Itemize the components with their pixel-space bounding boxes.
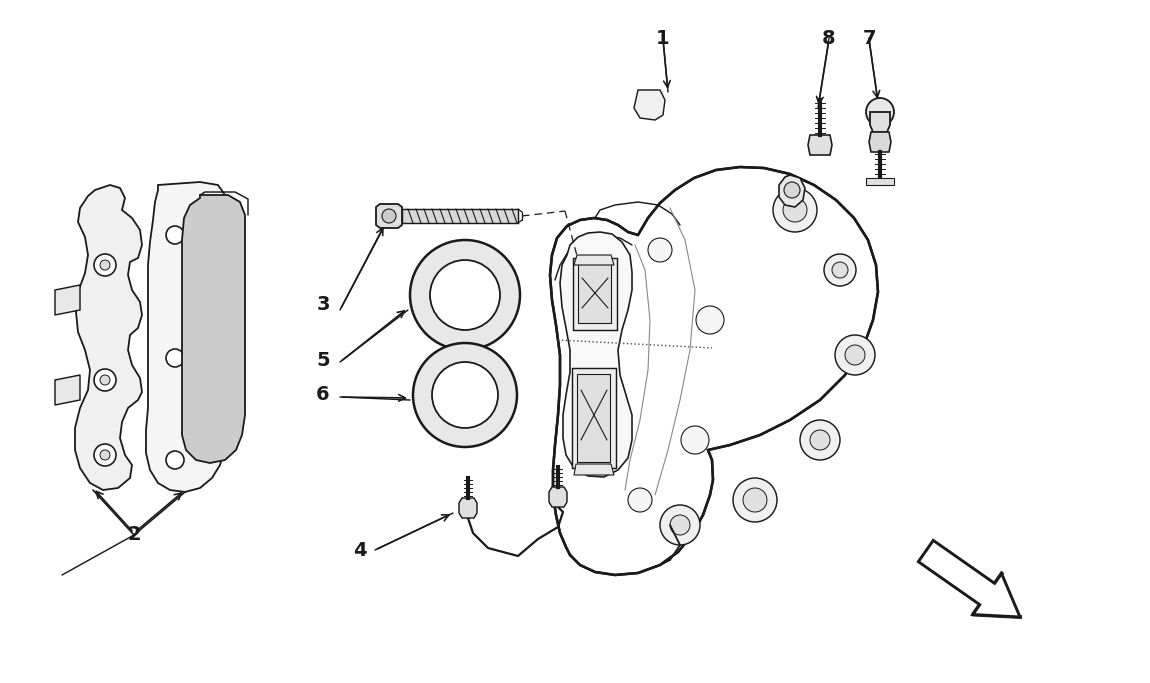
Polygon shape [55, 285, 81, 315]
Polygon shape [549, 487, 567, 507]
Polygon shape [808, 135, 831, 155]
Polygon shape [55, 375, 81, 405]
Circle shape [411, 240, 520, 350]
Circle shape [166, 451, 184, 469]
Circle shape [432, 362, 498, 428]
Polygon shape [560, 232, 632, 477]
Text: 4: 4 [353, 540, 367, 559]
Polygon shape [75, 185, 141, 490]
Circle shape [810, 430, 830, 450]
Circle shape [773, 188, 816, 232]
Circle shape [100, 260, 110, 270]
Circle shape [647, 238, 672, 262]
Text: 5: 5 [316, 350, 330, 370]
Text: 7: 7 [862, 29, 876, 48]
Circle shape [733, 478, 777, 522]
Circle shape [382, 209, 396, 223]
Circle shape [413, 343, 518, 447]
Polygon shape [182, 195, 245, 463]
Polygon shape [146, 182, 240, 492]
Polygon shape [578, 264, 611, 323]
Circle shape [94, 369, 116, 391]
Circle shape [100, 450, 110, 460]
Circle shape [845, 345, 865, 365]
Polygon shape [376, 204, 402, 228]
Polygon shape [634, 90, 665, 120]
Text: 1: 1 [657, 29, 669, 48]
Text: 3: 3 [316, 296, 330, 314]
Text: 2: 2 [128, 525, 140, 544]
Text: 6: 6 [316, 385, 330, 404]
Circle shape [100, 375, 110, 385]
Polygon shape [573, 258, 618, 330]
Circle shape [835, 335, 875, 375]
Polygon shape [779, 175, 805, 207]
Circle shape [670, 515, 690, 535]
Circle shape [825, 254, 856, 286]
Polygon shape [574, 464, 614, 475]
Polygon shape [871, 112, 890, 132]
Polygon shape [572, 368, 616, 468]
Polygon shape [574, 255, 614, 265]
Circle shape [866, 98, 894, 126]
Text: 8: 8 [822, 29, 836, 48]
Circle shape [94, 254, 116, 276]
Circle shape [784, 182, 800, 198]
Circle shape [831, 262, 848, 278]
Polygon shape [577, 374, 610, 462]
Polygon shape [919, 540, 1020, 617]
Circle shape [783, 198, 807, 222]
Polygon shape [459, 498, 477, 518]
Circle shape [681, 426, 710, 454]
Polygon shape [869, 132, 891, 152]
Polygon shape [550, 167, 877, 575]
Circle shape [94, 444, 116, 466]
Circle shape [696, 306, 724, 334]
Polygon shape [402, 209, 518, 223]
Circle shape [743, 488, 767, 512]
Circle shape [430, 260, 500, 330]
Circle shape [166, 226, 184, 244]
Polygon shape [866, 178, 894, 185]
Circle shape [166, 349, 184, 367]
Circle shape [800, 420, 840, 460]
Circle shape [660, 505, 700, 545]
Circle shape [628, 488, 652, 512]
